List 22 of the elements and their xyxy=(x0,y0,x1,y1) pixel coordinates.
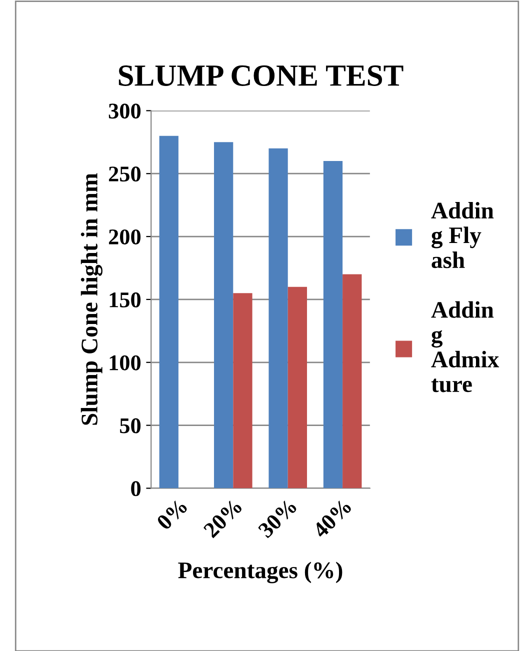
y-tick-label: 300 xyxy=(108,104,141,119)
legend-label: Adding Fly ash xyxy=(431,202,494,268)
x-tick-label: 40% xyxy=(312,498,352,539)
y-tick-label: 150 xyxy=(110,292,141,308)
bar xyxy=(233,293,252,488)
y-tick-label: 50 xyxy=(120,418,141,434)
y-tick-label: 100 xyxy=(110,355,141,370)
y-tick-label: 0 xyxy=(131,481,141,496)
bar xyxy=(159,136,178,488)
bar xyxy=(268,148,288,488)
bar xyxy=(214,142,234,488)
x-tick-label: 30% xyxy=(257,498,298,539)
y-axis-title: Slump Cone hight in mm xyxy=(80,173,102,425)
x-axis-title: Percentages (%) xyxy=(178,562,342,584)
chart-title: SLUMP CONE TEST xyxy=(118,65,404,86)
bar xyxy=(288,286,307,488)
x-tick-label: 0% xyxy=(156,498,188,531)
bar xyxy=(342,274,362,488)
y-tick-label: 200 xyxy=(108,229,141,244)
bar xyxy=(323,161,343,488)
legend-label: Adding Admixture xyxy=(431,301,500,392)
y-tick-label: 250 xyxy=(108,166,141,182)
